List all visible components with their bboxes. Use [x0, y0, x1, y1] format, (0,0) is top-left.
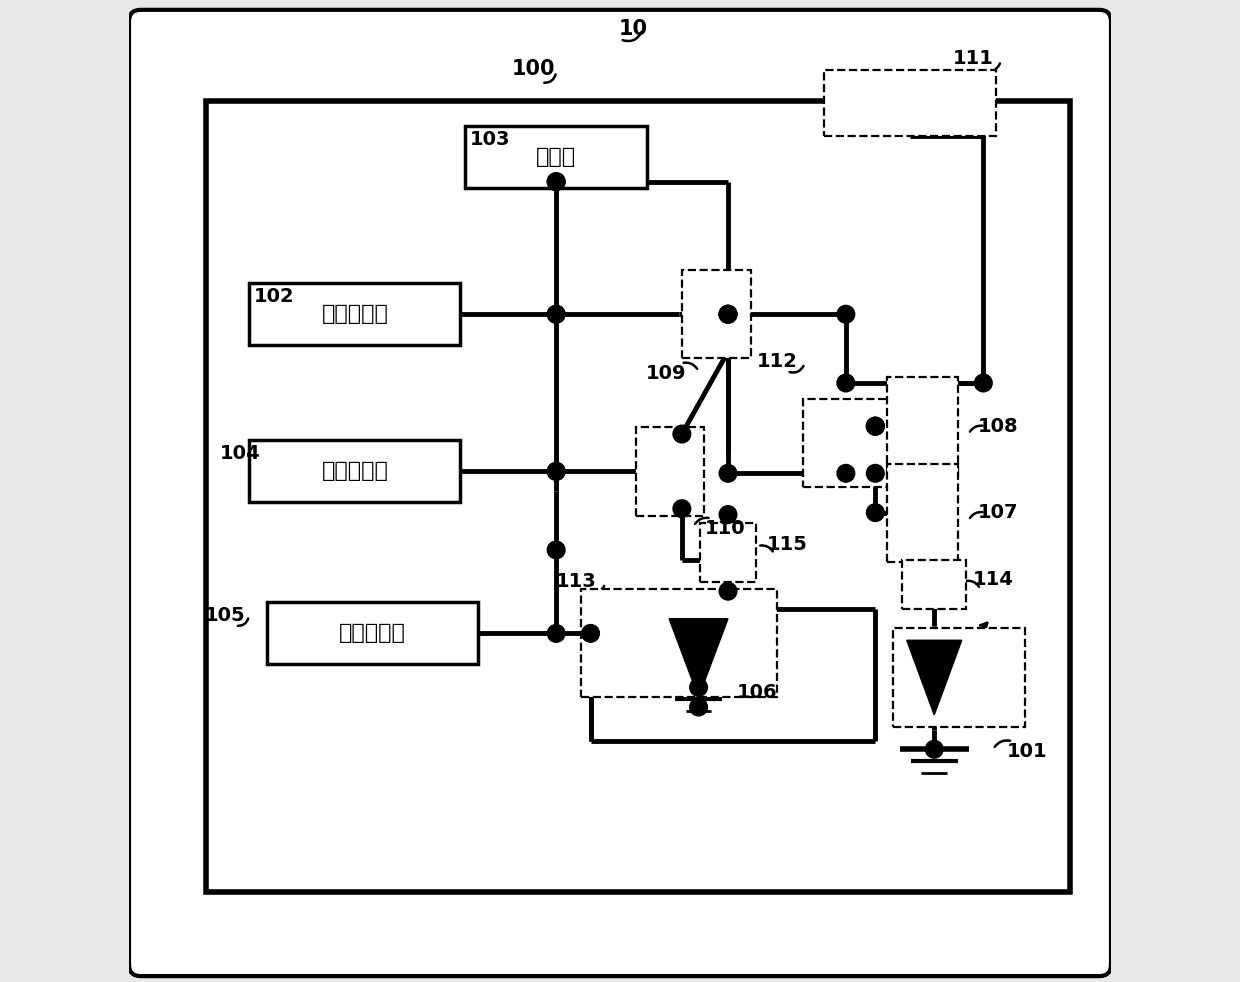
Bar	[893, 628, 1025, 727]
Circle shape	[547, 173, 565, 191]
Text: 112: 112	[756, 352, 797, 371]
Circle shape	[547, 463, 565, 480]
Circle shape	[689, 679, 707, 696]
Circle shape	[673, 425, 691, 443]
Circle shape	[719, 582, 737, 600]
Circle shape	[689, 698, 707, 716]
Bar	[580, 589, 777, 697]
Text: 101: 101	[1007, 741, 1048, 761]
Circle shape	[867, 417, 884, 435]
Text: 100: 100	[512, 59, 556, 79]
Text: 103: 103	[470, 130, 511, 149]
Circle shape	[719, 305, 737, 323]
Text: 10: 10	[619, 20, 647, 39]
Text: 第三扫描线: 第三扫描线	[339, 624, 405, 643]
Circle shape	[582, 625, 599, 642]
Text: 数据线: 数据线	[536, 147, 577, 167]
Polygon shape	[670, 619, 728, 697]
Circle shape	[719, 305, 737, 323]
Circle shape	[867, 417, 884, 435]
Circle shape	[837, 464, 854, 482]
Text: 111: 111	[954, 49, 994, 69]
Text: 106: 106	[737, 682, 777, 702]
Bar	[206, 101, 1070, 892]
Text: 第一扫描线: 第一扫描线	[321, 304, 388, 324]
Circle shape	[547, 305, 565, 323]
Bar	[636, 427, 704, 516]
Bar	[802, 399, 889, 487]
Text: 113: 113	[556, 572, 596, 591]
Circle shape	[975, 374, 992, 392]
Bar	[682, 270, 750, 358]
Circle shape	[547, 305, 565, 323]
Bar	[267, 603, 479, 664]
Text: 114: 114	[972, 570, 1013, 589]
Bar	[249, 283, 460, 345]
Text: 115: 115	[766, 534, 807, 554]
Bar	[903, 560, 966, 609]
Circle shape	[867, 417, 884, 435]
Circle shape	[547, 541, 565, 559]
Text: 第二扫描线: 第二扫描线	[321, 462, 388, 481]
Circle shape	[867, 504, 884, 521]
Text: 107: 107	[978, 503, 1018, 522]
Circle shape	[719, 506, 737, 523]
Circle shape	[867, 464, 884, 482]
Bar	[699, 523, 756, 582]
Text: 105: 105	[205, 606, 246, 626]
Bar	[887, 377, 957, 475]
Circle shape	[925, 740, 944, 758]
Bar	[887, 464, 957, 562]
Text: 102: 102	[254, 287, 295, 306]
Circle shape	[547, 463, 565, 480]
Circle shape	[673, 500, 691, 518]
FancyBboxPatch shape	[129, 10, 1111, 976]
Circle shape	[719, 305, 737, 323]
Bar	[465, 127, 647, 189]
Text: 110: 110	[704, 518, 745, 538]
Bar	[823, 70, 996, 136]
Text: 109: 109	[646, 363, 687, 383]
Circle shape	[837, 305, 854, 323]
Circle shape	[837, 374, 854, 392]
Polygon shape	[906, 640, 962, 715]
Text: 108: 108	[978, 416, 1018, 436]
Circle shape	[547, 173, 565, 191]
Bar	[249, 440, 460, 503]
Circle shape	[547, 625, 565, 642]
Text: 104: 104	[219, 444, 260, 464]
Circle shape	[719, 464, 737, 482]
